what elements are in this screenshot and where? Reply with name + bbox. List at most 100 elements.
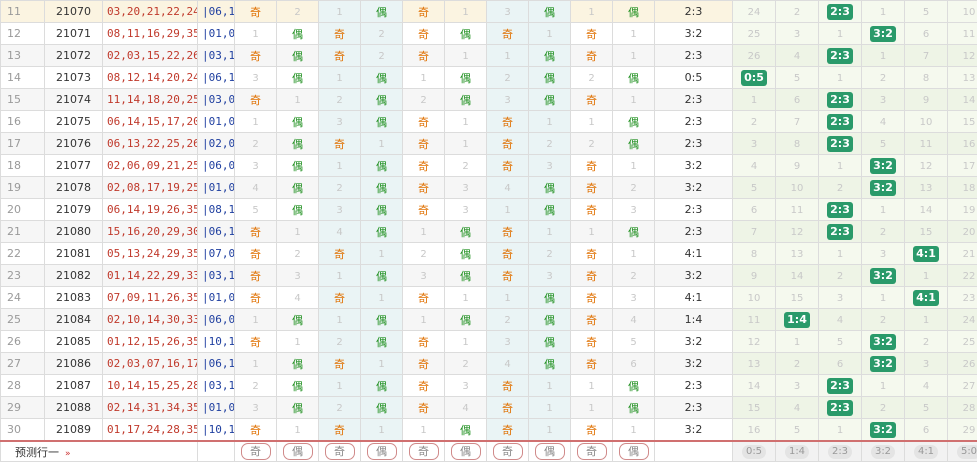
even-mark: 偶: [376, 6, 387, 19]
parity-cell: 1: [235, 111, 277, 133]
ratio-distribution-cell: 1: [819, 243, 862, 265]
miss-count: 24: [748, 7, 761, 18]
predict-toggle-button[interactable]: 奇: [409, 443, 439, 460]
parity-cell: 奇: [235, 1, 277, 23]
row-index: 27: [1, 353, 45, 375]
miss-count: 1: [336, 73, 342, 84]
chevron-down-icon[interactable]: »: [65, 449, 71, 459]
parity-cell: 偶: [361, 375, 403, 397]
parity-cell: 1: [235, 23, 277, 45]
even-mark: 偶: [544, 50, 555, 63]
predict-toggle-button[interactable]: 偶: [283, 443, 313, 460]
miss-count: 2: [378, 29, 384, 40]
miss-count: 3: [252, 73, 258, 84]
ratio-distribution-cell: 15: [776, 287, 819, 309]
ratio-distribution-cell: 3:2: [862, 155, 905, 177]
row-index: 11: [1, 1, 45, 23]
back-numbers-value: |06,08: [202, 159, 235, 172]
miss-count: 26: [748, 51, 761, 62]
parity-cell: 2: [613, 177, 655, 199]
odd-mark: 奇: [502, 402, 513, 415]
miss-count: 5: [880, 139, 886, 150]
miss-count: 1: [378, 139, 384, 150]
ratio-hit-badge: 2:3: [827, 114, 853, 130]
ratio-distribution-cell: 3: [819, 287, 862, 309]
parity-cell: 偶: [361, 265, 403, 287]
predict-toggle-button[interactable]: 奇: [241, 443, 271, 460]
miss-count: 21: [963, 249, 976, 260]
parity-cell: 6: [613, 353, 655, 375]
odd-mark: 奇: [502, 116, 513, 129]
predict-toggle-button[interactable]: 奇: [325, 443, 355, 460]
back-numbers-value: |01,08: [202, 291, 235, 304]
parity-cell: 偶: [277, 309, 319, 331]
miss-count: 2: [294, 7, 300, 18]
miss-count: 2: [630, 271, 636, 282]
table-row: 112107003,20,21,22,24|06,12奇21偶奇13偶1偶2:3…: [1, 1, 977, 23]
prediction-ratio-cell: 3:2: [862, 441, 905, 462]
odd-even-ratio: 3:2: [655, 353, 733, 375]
odd-mark: 奇: [418, 402, 429, 415]
predict-toggle-button[interactable]: 奇: [493, 443, 523, 460]
odd-mark: 奇: [418, 6, 429, 19]
parity-cell: 偶: [529, 353, 571, 375]
predict-ratio-button[interactable]: 1:4: [785, 445, 809, 459]
predict-ratio-button[interactable]: 5:0: [957, 445, 977, 459]
prediction-cell: 奇: [319, 441, 361, 462]
row-index: 16: [1, 111, 45, 133]
parity-cell: 偶: [613, 111, 655, 133]
parity-cell: 偶: [613, 1, 655, 23]
parity-cell: 1: [319, 67, 361, 89]
front-numbers: 07,09,11,26,35: [107, 291, 198, 304]
parity-cell: 2: [403, 89, 445, 111]
parity-cell: 2: [445, 353, 487, 375]
table-row: 232108201,14,22,29,33|03,10奇31偶3偶奇3奇23:2…: [1, 265, 977, 287]
prediction-ratio-cell: 2:3: [819, 441, 862, 462]
parity-cell: 偶: [445, 89, 487, 111]
parity-cell: 1: [529, 23, 571, 45]
parity-cell: 奇: [235, 287, 277, 309]
miss-count: 12: [920, 161, 933, 172]
issue-number: 21080: [45, 221, 103, 243]
predict-ratio-button[interactable]: 2:3: [828, 445, 852, 459]
predict-ratio-button[interactable]: 0:5: [742, 445, 766, 459]
predict-toggle-button[interactable]: 偶: [367, 443, 397, 460]
parity-cell: 奇: [403, 199, 445, 221]
table-row: 162107506,14,15,17,20|01,051偶3偶奇1奇11偶2:3…: [1, 111, 977, 133]
even-mark: 偶: [376, 336, 387, 349]
back-numbers-value: |03,11: [202, 49, 235, 62]
ratio-distribution-cell: 8: [776, 133, 819, 155]
draw-numbers: 03,20,21,22,24: [103, 1, 198, 23]
miss-count: 1: [588, 403, 594, 414]
miss-count: 7: [923, 51, 929, 62]
parity-cell: 奇: [571, 89, 613, 111]
parity-cell: 奇: [319, 45, 361, 67]
row-index: 12: [1, 23, 45, 45]
predict-ratio-button[interactable]: 3:2: [871, 445, 895, 459]
draw-numbers: 06,13,22,25,26: [103, 133, 198, 155]
parity-cell: 1: [361, 133, 403, 155]
table-row: 252108402,10,14,30,33|06,091偶1偶1偶2偶奇41:4…: [1, 309, 977, 331]
parity-cell: 1: [403, 419, 445, 442]
miss-count: 1: [462, 139, 468, 150]
table-row: 122107108,11,16,29,35|01,041偶奇2奇偶奇1奇13:2…: [1, 23, 977, 45]
odd-even-ratio: 4:1: [655, 287, 733, 309]
miss-count: 3: [252, 161, 258, 172]
even-mark: 偶: [292, 204, 303, 217]
miss-count: 3: [504, 337, 510, 348]
row-index: 17: [1, 133, 45, 155]
predict-toggle-button[interactable]: 偶: [451, 443, 481, 460]
predict-toggle-button[interactable]: 奇: [577, 443, 607, 460]
miss-count: 12: [748, 337, 761, 348]
odd-mark: 奇: [586, 160, 597, 173]
predict-ratio-button[interactable]: 4:1: [914, 445, 938, 459]
ratio-distribution-cell: 2:3: [819, 133, 862, 155]
parity-cell: 1: [319, 1, 361, 23]
predict-toggle-button[interactable]: 偶: [535, 443, 565, 460]
miss-count: 25: [963, 337, 976, 348]
parity-cell: 1: [571, 111, 613, 133]
ratio-distribution-cell: 1: [905, 265, 948, 287]
back-numbers-value: |08,11: [202, 203, 235, 216]
ratio-distribution-cell: 3:2: [862, 265, 905, 287]
predict-toggle-button[interactable]: 偶: [619, 443, 649, 460]
